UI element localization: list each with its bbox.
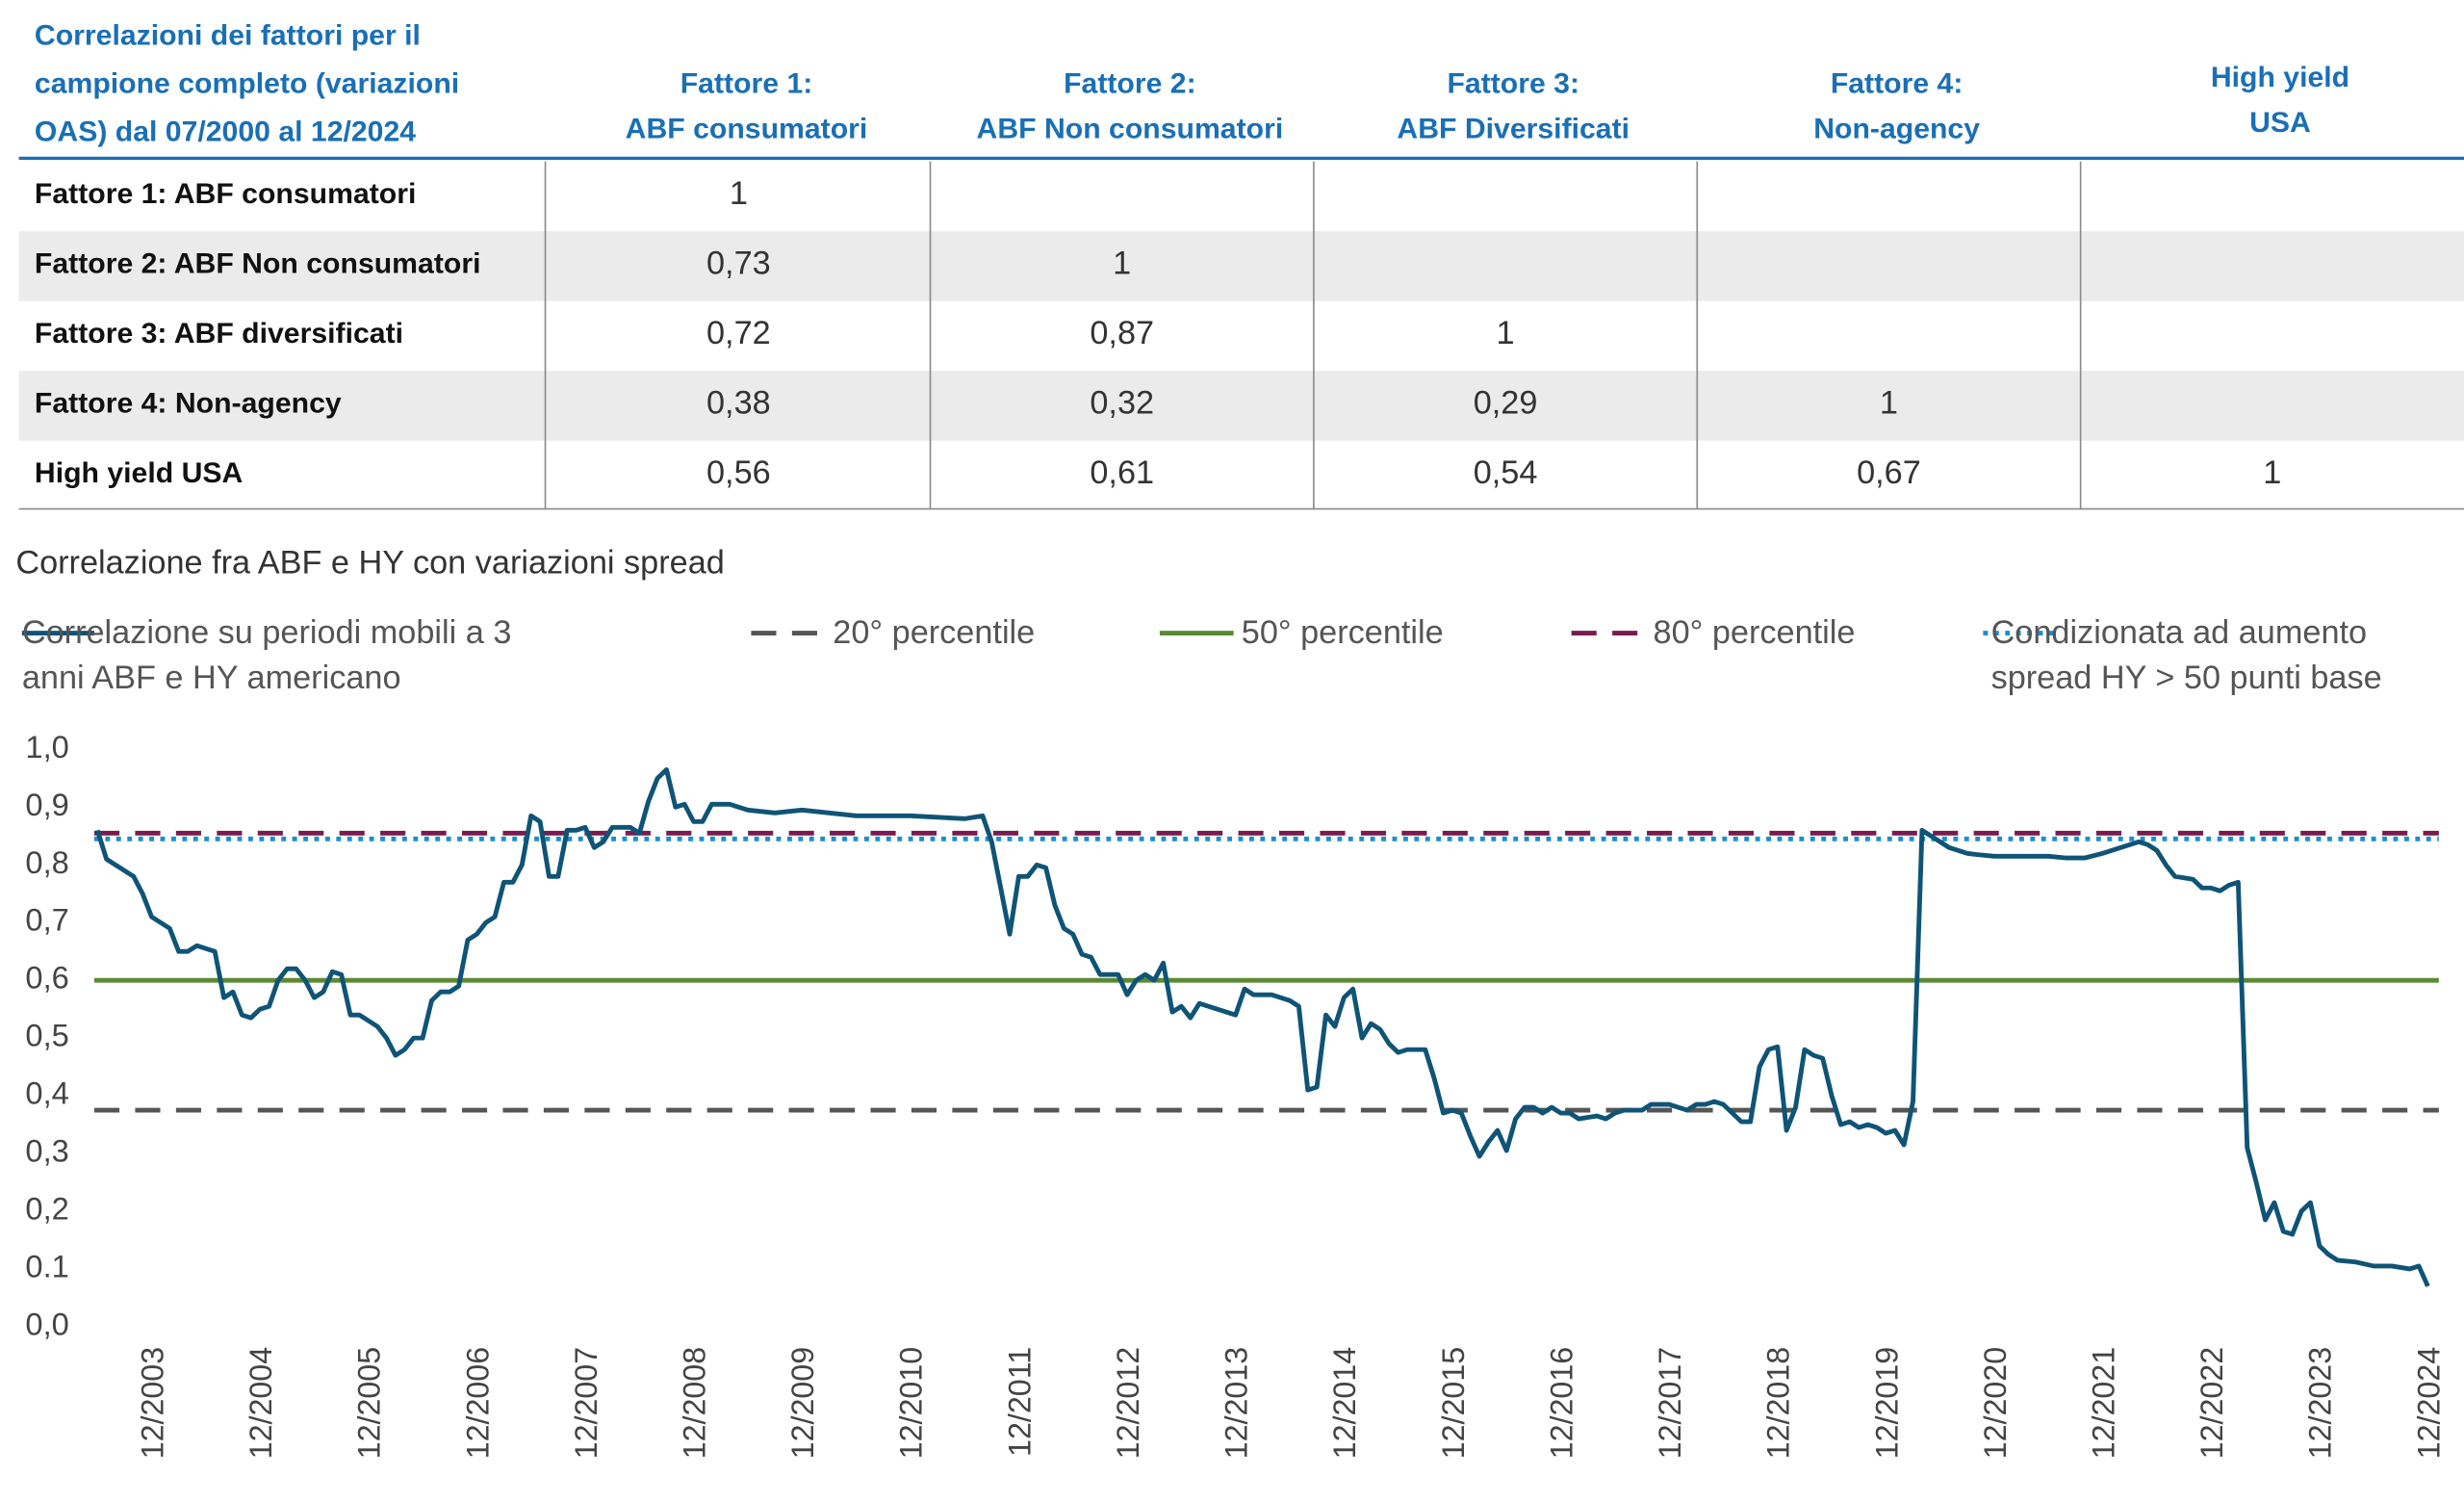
row-label: Fattore 4: Non-agency	[35, 388, 342, 420]
y-tick-label: 0,7	[25, 903, 68, 938]
column-header: High yield USA	[2211, 62, 2349, 139]
cell-value: 0,61	[1090, 454, 1154, 491]
row-shade	[18, 231, 2464, 301]
x-tick-label: 12/2013	[1219, 1347, 1253, 1460]
row-label: Fattore 2: ABF Non consumatori	[35, 248, 481, 280]
y-tick-label: 0,4	[25, 1076, 68, 1111]
cell-value: 1	[2263, 454, 2281, 491]
legend-label: Condizionata ad aumento spread HY > 50 pu…	[1991, 614, 2382, 695]
y-tick-label: 0,2	[25, 1192, 68, 1227]
column-header: Fattore 4: Non-agency	[1813, 68, 1980, 145]
cell-value: 0,72	[706, 315, 771, 351]
y-tick-label: 1,0	[25, 730, 68, 764]
data-line	[94, 766, 2430, 1287]
x-tick-label: 12/2005	[351, 1347, 386, 1460]
cell-value: 0,29	[1474, 385, 1538, 422]
x-tick-label: 12/2023	[2303, 1347, 2338, 1460]
x-tick-label: 12/2020	[1978, 1347, 2013, 1460]
y-tick-label: 0.1	[25, 1250, 68, 1284]
cell-value: 1	[1497, 315, 1515, 351]
legend-label: 80° percentile	[1654, 614, 1856, 651]
x-tick-label: 12/2008	[677, 1347, 711, 1460]
cell-value: 0,73	[706, 246, 771, 282]
row-shade	[18, 371, 2464, 441]
row-label: Fattore 1: ABF consumatori	[35, 178, 416, 210]
x-tick-label: 12/2014	[1327, 1347, 1362, 1460]
row-label: Fattore 3: ABF diversificati	[35, 318, 403, 350]
chart-title: Correlazione fra ABF e HY con variazioni…	[15, 545, 724, 582]
cell-value: 0,32	[1090, 385, 1154, 422]
x-tick-label: 12/2015	[1436, 1347, 1471, 1460]
row-label: High yield USA	[35, 457, 243, 489]
y-tick-label: 0,9	[25, 788, 68, 822]
table-title: Correlazioni dei fattori per il campione …	[35, 20, 459, 148]
x-tick-label: 12/2018	[1760, 1347, 1795, 1460]
column-header: Fattore 1: ABF consumatori	[626, 68, 868, 145]
x-tick-label: 12/2016	[1544, 1347, 1578, 1460]
x-tick-label: 12/2011	[1002, 1347, 1037, 1457]
x-tick-label: 12/2024	[2411, 1347, 2446, 1460]
x-tick-label: 12/2003	[135, 1347, 169, 1460]
x-tick-label: 12/2004	[244, 1347, 278, 1460]
x-tick-label: 12/2006	[460, 1347, 495, 1460]
x-tick-label: 12/2022	[2194, 1347, 2229, 1460]
y-tick-label: 0,5	[25, 1019, 68, 1053]
x-tick-label: 12/2021	[2086, 1347, 2120, 1460]
cell-value: 0,54	[1474, 454, 1538, 491]
legend-label: Correlazione su periodi mobili a 3 anni A…	[22, 614, 512, 695]
cell-value: 0,56	[706, 454, 771, 491]
y-tick-label: 0,6	[25, 961, 68, 996]
x-tick-label: 12/2019	[1869, 1347, 1904, 1460]
cell-value: 0,38	[706, 385, 771, 422]
cell-value: 1	[1113, 246, 1131, 282]
x-tick-label: 12/2009	[785, 1347, 820, 1460]
y-tick-label: 0,8	[25, 845, 68, 880]
x-tick-label: 12/2017	[1653, 1347, 1687, 1460]
cell-value: 1	[1880, 385, 1898, 422]
x-tick-label: 12/2010	[894, 1347, 929, 1460]
y-tick-label: 0,0	[25, 1308, 68, 1342]
x-tick-label: 12/2012	[1111, 1347, 1145, 1460]
y-tick-label: 0,3	[25, 1134, 68, 1169]
cell-value: 1	[730, 175, 748, 212]
x-tick-label: 12/2007	[569, 1347, 603, 1460]
column-header: Fattore 2: ABF Non consumatori	[977, 68, 1284, 145]
cell-value: 0,67	[1857, 454, 1921, 491]
legend-label: 50° percentile	[1242, 614, 1444, 651]
column-header: Fattore 3: ABF Diversificati	[1397, 68, 1630, 145]
cell-value: 0,87	[1090, 315, 1154, 351]
legend-label: 20° percentile	[833, 614, 1035, 651]
